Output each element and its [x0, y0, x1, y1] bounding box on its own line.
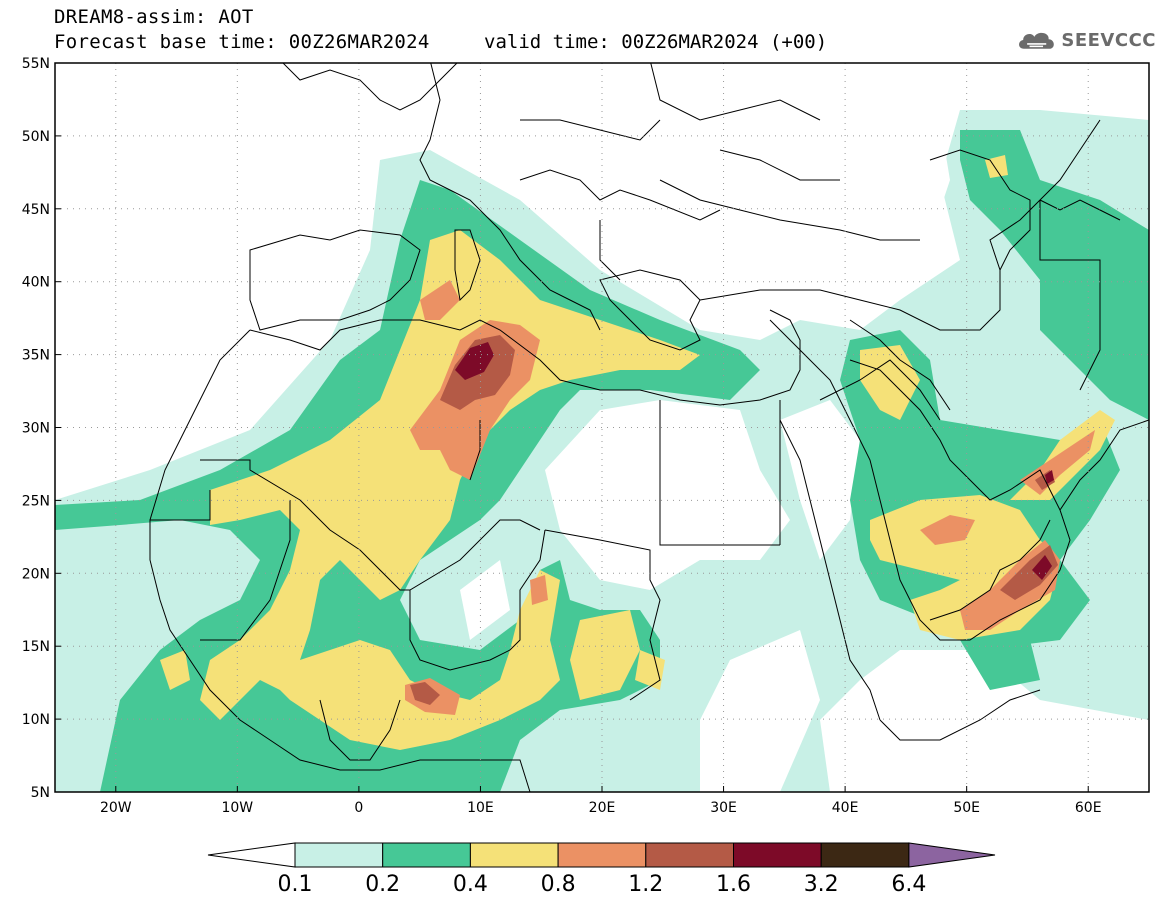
colorbar-level-label: 0.8 [541, 872, 576, 897]
colorbar-level-label: 1.2 [628, 872, 663, 897]
product-title: DREAM8-assim: AOT [54, 6, 254, 28]
lon-tick-labels: 20W 10W 0 10E 20E 30E 40E 50E 60E [100, 786, 1102, 816]
colorbar-level-label: 0.1 [278, 872, 313, 897]
lat-tick-label: 10N [22, 712, 50, 728]
lon-tick-label: 10E [467, 800, 494, 816]
colorbar-box [469, 842, 559, 868]
lon-tick-label: 40E [832, 800, 859, 816]
lat-tick-label: 35N [22, 348, 50, 364]
seevccc-logo: SEEVCCC [1016, 22, 1156, 58]
aot-field [55, 110, 1149, 792]
colorbar-level-label: 0.4 [453, 872, 488, 897]
lon-tick-label: 10W [221, 800, 253, 816]
lon-tick-label: 20W [100, 800, 132, 816]
aot-band-1.6 [455, 342, 1054, 580]
lon-tick-label: 50E [953, 800, 980, 816]
map-grid [55, 63, 1149, 792]
lat-tick-labels: 55N 50N 45N 40N 35N 30N 25N 20N 15N 10N 5N [22, 56, 61, 801]
colorbar-box [294, 842, 384, 868]
lat-tick-label: 55N [22, 56, 50, 72]
lat-tick-label: 20N [22, 566, 50, 582]
colorbar-level-label: 1.6 [716, 872, 751, 897]
lat-tick-label: 5N [31, 785, 50, 801]
lon-tick-label: 60E [1075, 800, 1102, 816]
country-borders [149, 119, 1101, 761]
lat-tick-label: 15N [22, 639, 50, 655]
lat-tick-label: 45N [22, 202, 50, 218]
colorbar-box [820, 842, 910, 868]
lat-tick-label: 40N [22, 275, 50, 291]
lat-tick-label: 25N [22, 493, 50, 509]
lon-tick-label: 0 [354, 800, 363, 816]
colorbar-box [733, 842, 822, 868]
colorbar-level-label: 6.4 [891, 872, 926, 897]
colorbar-arrow-high [908, 842, 996, 868]
logo-text: SEEVCCC [1061, 29, 1156, 51]
lon-tick-label: 30E [710, 800, 737, 816]
colorbar-boxes [207, 842, 996, 868]
colorbar-box [382, 842, 471, 868]
lon-tick-label: 20E [589, 800, 616, 816]
colorbar-box [557, 842, 647, 868]
lat-tick-label: 30N [22, 421, 50, 437]
colorbar-level-label: 3.2 [804, 872, 839, 897]
colorbar-box [645, 842, 734, 868]
colorbar-level-label: 0.2 [365, 872, 400, 897]
valid-time: valid time: 00Z26MAR2024 (+00) [484, 31, 828, 53]
forecast-base-time: Forecast base time: 00Z26MAR2024 [54, 31, 430, 53]
colorbar-arrow-low [207, 842, 296, 868]
colorbar-labels: 0.1 0.2 0.4 0.8 1.2 1.6 3.2 6.4 [278, 872, 927, 897]
cloud-icon [1019, 32, 1054, 49]
lat-tick-label: 50N [22, 129, 50, 145]
coastlines [149, 63, 1149, 792]
